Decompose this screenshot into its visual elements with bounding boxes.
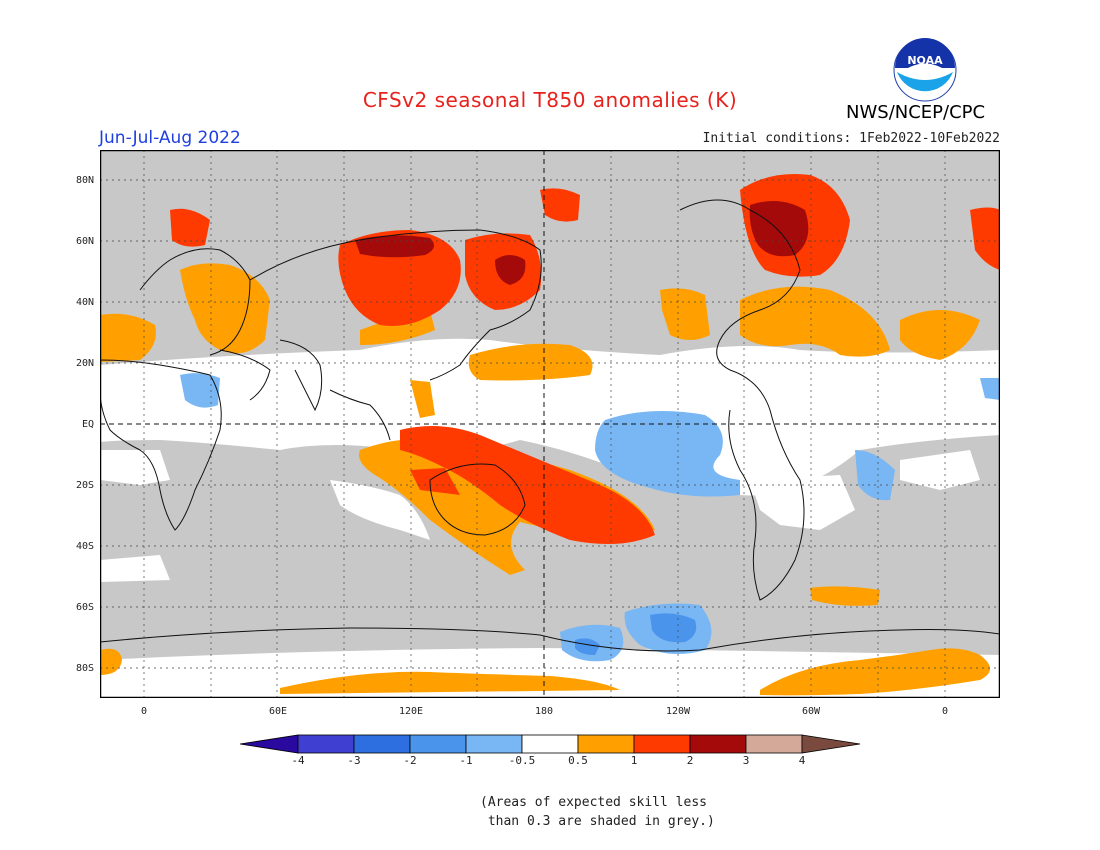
lat-grid-lines <box>100 179 1000 669</box>
colorbar-tick-m3: -3 <box>347 754 361 767</box>
season-label: Jun-Jul-Aug 2022 <box>99 128 241 148</box>
chart-title: CFSv2 seasonal T850 anomalies (K) <box>362 88 738 112</box>
colorbar-bin-m2-m1 <box>409 734 467 754</box>
colorbar-tick-4: 4 <box>798 754 806 767</box>
lon-label-60w: 60W <box>801 706 821 717</box>
colorbar-tick-2: 2 <box>686 754 694 767</box>
near-normal-regions <box>100 338 1000 698</box>
lat-label-60s: 60S <box>75 602 94 613</box>
colorbar-low-arrow <box>240 734 299 754</box>
colorbar-bin-2-3 <box>689 734 747 754</box>
lon-label-0-east: 0 <box>941 706 949 717</box>
colorbar-bin-3-4 <box>745 734 803 754</box>
cool-anomaly-1-2 <box>575 613 697 655</box>
lon-label-120e: 120E <box>398 706 424 717</box>
colorbar-tick-3: 3 <box>742 754 750 767</box>
colorbar-bin-m4-m3 <box>297 734 355 754</box>
colorbar-tick-m05: -0.5 <box>508 754 536 767</box>
colorbar-tick-m4: -4 <box>291 754 305 767</box>
skill-note: (Areas of expected skill less than 0.3 a… <box>480 793 715 831</box>
lat-label-80n: 80N <box>75 175 94 186</box>
cool-anomaly-05-1 <box>180 373 1000 662</box>
colorbar-tick-05: 0.5 <box>568 754 588 767</box>
lat-label-80s: 80S <box>75 663 94 674</box>
map-frame <box>100 150 1000 698</box>
lon-label-60e: 60E <box>268 706 288 717</box>
colorbar-tick-m2: -2 <box>403 754 417 767</box>
colorbar-bin-m1-m05 <box>465 734 523 754</box>
lon-label-0-west: 0 <box>140 706 148 717</box>
skill-note-line-1: (Areas of expected skill less <box>480 795 707 810</box>
lon-grid-lines <box>143 150 946 698</box>
colorbar-bin-m3-m2 <box>353 734 411 754</box>
colorbar-tick-m1: -1 <box>459 754 473 767</box>
skill-note-line-2: than 0.3 are shaded in grey.) <box>480 814 715 829</box>
lat-label-40s: 40S <box>75 541 94 552</box>
lat-label-20n: 20N <box>75 358 94 369</box>
anomaly-map <box>100 150 1000 698</box>
coastlines <box>100 199 1000 652</box>
colorbar-bin-neutral <box>521 734 579 754</box>
noaa-logo: NOAA <box>893 38 957 102</box>
lat-label-eq: EQ <box>81 419 94 430</box>
noaa-logo-text: NOAA <box>907 54 943 67</box>
color-scale-bar <box>240 734 861 754</box>
lat-label-40n: 40N <box>75 297 94 308</box>
lon-label-120w: 120W <box>665 706 691 717</box>
warm-anomaly-2-3 <box>355 201 809 285</box>
colorbar-bin-1-2 <box>633 734 691 754</box>
colorbar-bin-05-1 <box>577 734 635 754</box>
colorbar-tick-1: 1 <box>630 754 638 767</box>
lon-label-180: 180 <box>534 706 554 717</box>
initial-conditions-label: Initial conditions: 1Feb2022-10Feb2022 <box>702 131 1000 146</box>
agency-label: NWS/NCEP/CPC <box>846 102 986 123</box>
lat-label-60n: 60N <box>75 236 94 247</box>
lat-label-20s: 20S <box>75 480 94 491</box>
colorbar-high-arrow <box>801 734 861 754</box>
